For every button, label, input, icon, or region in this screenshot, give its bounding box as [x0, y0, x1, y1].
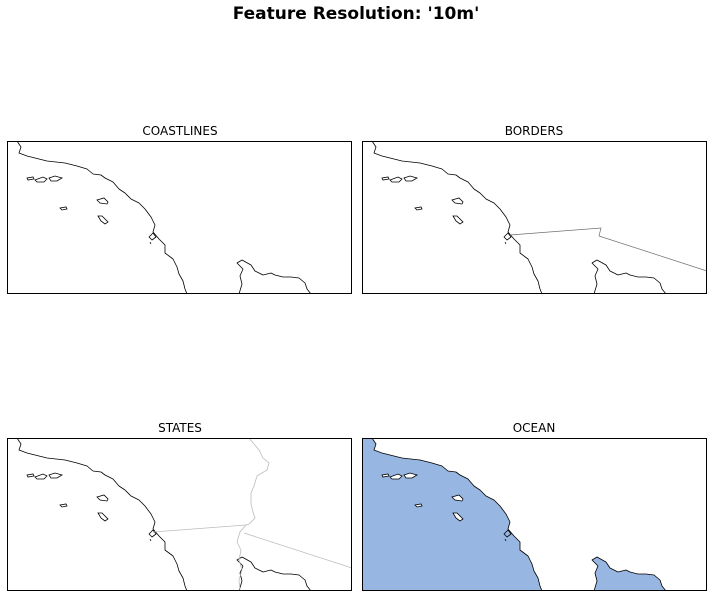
- coastline: [371, 141, 667, 294]
- bay-south: [592, 557, 666, 591]
- map-panel-borders: [362, 141, 707, 294]
- figure-title: Feature Resolution: '10m': [232, 4, 480, 24]
- map-frame: [362, 141, 707, 294]
- panel-title-states: STATES: [158, 421, 202, 435]
- land-mainland: [372, 438, 707, 591]
- map-frame: [7, 438, 352, 591]
- state-boundary-west: [152, 524, 247, 533]
- panel-title-borders: BORDERS: [504, 124, 564, 138]
- map-panel-states: [7, 438, 352, 591]
- state-boundary-east: [236, 438, 270, 591]
- panel-title-coastlines: COASTLINES: [142, 124, 218, 138]
- country-border: [509, 227, 707, 272]
- coastline: [16, 141, 312, 294]
- map-panel-ocean: [362, 438, 707, 591]
- islands: [381, 175, 464, 225]
- map-frame: [362, 438, 707, 591]
- state-boundary-south: [243, 532, 352, 569]
- map-frame: [7, 141, 352, 294]
- map-panel-coastlines: [7, 141, 352, 294]
- islands: [26, 472, 109, 522]
- panel-title-ocean: OCEAN: [512, 421, 556, 435]
- islands: [26, 175, 109, 225]
